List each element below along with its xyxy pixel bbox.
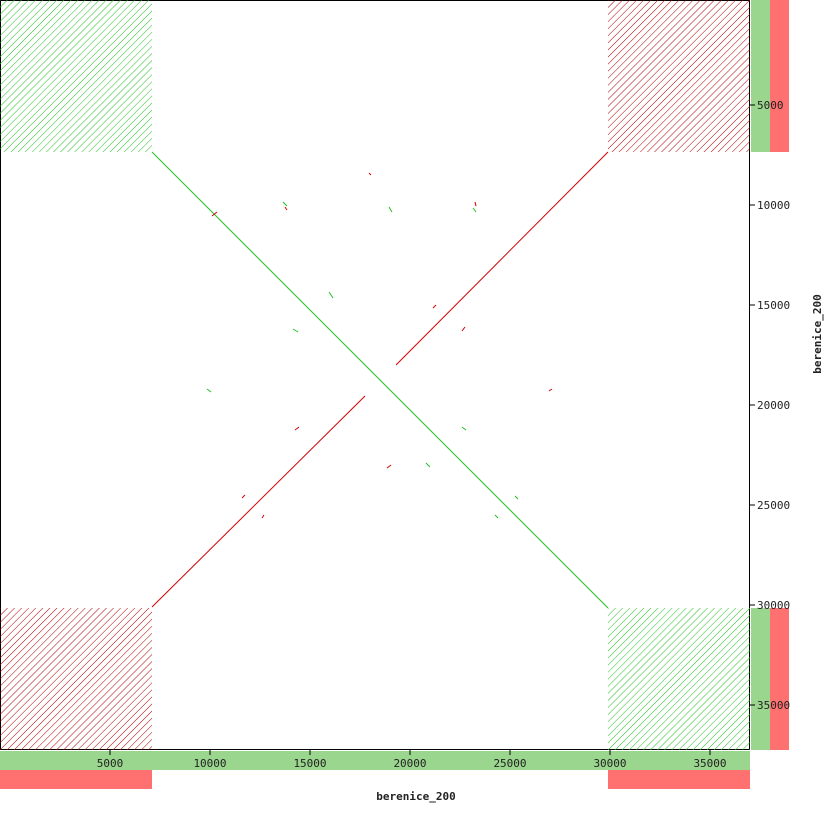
x-coverage-track xyxy=(0,751,750,770)
match-segment xyxy=(151,151,609,609)
y-coverage-track xyxy=(751,608,770,750)
match-segment xyxy=(261,514,265,519)
x-tick-label: 10000 xyxy=(193,757,226,770)
repeat-block xyxy=(0,0,152,152)
x-tick-label: 5000 xyxy=(97,757,124,770)
repeat-block xyxy=(608,608,750,750)
x-tick-label: 25000 xyxy=(493,757,526,770)
y-tick-label: 20000 xyxy=(757,399,790,412)
repeat-block xyxy=(608,0,750,152)
x-tick-label: 15000 xyxy=(293,757,326,770)
y-tick-label: 30000 xyxy=(757,599,790,612)
match-segment xyxy=(461,426,467,431)
y-tick-label: 25000 xyxy=(757,499,790,512)
match-segment xyxy=(294,426,300,431)
y-axis-title: berenice_200 xyxy=(811,294,824,373)
match-segment xyxy=(494,514,499,519)
repeat-block xyxy=(0,608,152,750)
match-segment xyxy=(388,206,393,213)
y-coverage-track xyxy=(770,0,789,152)
match-segment xyxy=(284,206,288,211)
x-axis-title: berenice_200 xyxy=(376,790,455,803)
y-tick-label: 15000 xyxy=(757,299,790,312)
y-tick-label: 10000 xyxy=(757,199,790,212)
match-segment xyxy=(548,388,553,392)
match-segment xyxy=(292,328,299,333)
x-tick-label: 20000 xyxy=(393,757,426,770)
y-coverage-track xyxy=(751,0,770,152)
x-tick-label: 30000 xyxy=(593,757,626,770)
match-segment xyxy=(241,494,246,499)
match-segment xyxy=(368,172,372,176)
x-coverage-track xyxy=(0,770,152,789)
x-tick-label: 35000 xyxy=(693,757,726,770)
match-segment xyxy=(514,495,519,500)
match-segment xyxy=(211,211,218,217)
match-segment xyxy=(472,207,477,213)
y-tick-label: 5000 xyxy=(757,99,784,112)
match-segment xyxy=(328,291,334,299)
y-coverage-track xyxy=(770,608,789,750)
match-segment xyxy=(461,326,466,332)
match-segment xyxy=(206,388,212,393)
match-segment xyxy=(282,201,288,207)
match-segment xyxy=(425,462,431,468)
match-segment xyxy=(432,304,437,309)
y-tick-label: 35000 xyxy=(757,699,790,712)
match-segment xyxy=(474,201,477,207)
match-segment xyxy=(386,464,392,469)
x-coverage-track xyxy=(608,770,750,789)
match-segment xyxy=(151,395,366,608)
match-segment xyxy=(395,151,609,366)
